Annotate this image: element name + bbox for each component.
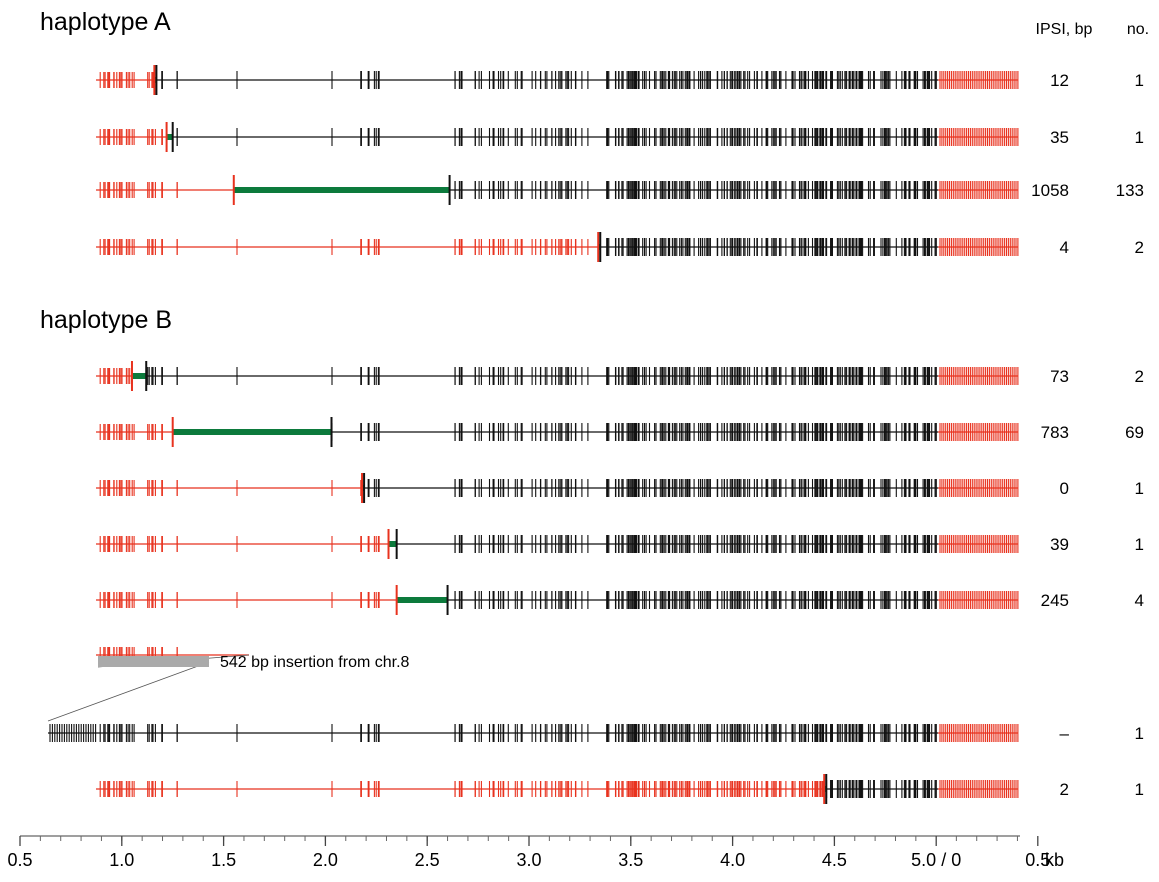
red-tail-ticks bbox=[939, 535, 1019, 553]
black-ticks bbox=[454, 591, 937, 609]
count-value: 4 bbox=[1135, 591, 1144, 610]
axis-tick-label: 3.5 bbox=[618, 850, 643, 870]
red-tail-ticks bbox=[939, 71, 1019, 89]
haplotype-row: 1058 133 bbox=[96, 175, 1144, 205]
count-value: 1 bbox=[1135, 479, 1144, 498]
count-value: 2 bbox=[1135, 238, 1144, 257]
black-ticks bbox=[147, 367, 937, 385]
red-ticks bbox=[99, 239, 589, 255]
red-ticks bbox=[99, 72, 154, 88]
insertion-label: 542 bp insertion from chr.8 bbox=[220, 654, 410, 671]
haplotype-row: 12 1 bbox=[96, 65, 1144, 95]
insertion-connector bbox=[47, 661, 210, 722]
count-column-header: no. bbox=[1127, 21, 1149, 38]
axis-tick-label: 5.0 / 0 bbox=[911, 850, 961, 870]
count-value: 1 bbox=[1135, 780, 1144, 799]
black-ticks bbox=[367, 479, 937, 497]
ipsi-value: 0 bbox=[1060, 479, 1069, 498]
red-ticks bbox=[99, 368, 131, 384]
red-tail-ticks bbox=[939, 479, 1019, 497]
black-ticks bbox=[161, 71, 937, 89]
axis-tick-label: 3.0 bbox=[516, 850, 541, 870]
count-value: 1 bbox=[1135, 128, 1144, 147]
red-tail-ticks bbox=[939, 128, 1019, 146]
red-ticks bbox=[99, 182, 178, 198]
ipsi-value: 73 bbox=[1050, 367, 1069, 386]
black-ticks bbox=[454, 535, 937, 553]
black-ticks bbox=[454, 181, 937, 199]
count-value: 69 bbox=[1125, 423, 1144, 442]
ipsi-value: 4 bbox=[1060, 238, 1069, 257]
red-ticks bbox=[99, 592, 380, 608]
count-value: 1 bbox=[1135, 724, 1144, 743]
axis-tick-label: 4.5 bbox=[822, 850, 847, 870]
red-ticks bbox=[99, 424, 163, 440]
count-value: 1 bbox=[1135, 71, 1144, 90]
haplotype-row: 39 1 bbox=[96, 529, 1144, 559]
haplotype-row: 783 69 bbox=[96, 417, 1144, 447]
ipsi-column-header: IPSI, bp bbox=[1036, 21, 1093, 38]
red-tail-ticks bbox=[939, 780, 1019, 798]
ipsi-value: 783 bbox=[1041, 423, 1069, 442]
haplotype-a-title: haplotype A bbox=[40, 8, 171, 36]
ipsi-value: – bbox=[1060, 724, 1070, 743]
red-tail-ticks bbox=[939, 591, 1019, 609]
black-ticks bbox=[331, 423, 937, 441]
red-tail-ticks bbox=[939, 181, 1019, 199]
haplotype-b-title: haplotype B bbox=[40, 306, 172, 334]
haplotype-row: 245 4 bbox=[96, 585, 1144, 615]
ipsi-value: 1058 bbox=[1031, 181, 1069, 200]
ipsi-value: 35 bbox=[1050, 128, 1069, 147]
axis-tick-label: 2.5 bbox=[415, 850, 440, 870]
haplotype-row: –1 bbox=[47, 647, 1144, 743]
red-tail-ticks bbox=[939, 724, 1019, 742]
insertion-bar bbox=[98, 656, 209, 667]
red-tail-ticks bbox=[939, 367, 1019, 385]
count-value: 1 bbox=[1135, 535, 1144, 554]
black-ticks bbox=[176, 128, 937, 146]
black-ticks bbox=[826, 780, 937, 798]
ipsi-value: 245 bbox=[1041, 591, 1069, 610]
axis-tick-label: 0.5 bbox=[1025, 850, 1050, 870]
scale-axis: kb 0.5 1.0 1.5 2.0 2.5 3.0 3.5 4.0 4.5 5.0 / 0 0.5 bbox=[7, 835, 1064, 870]
red-ticks bbox=[99, 129, 163, 145]
red-ticks bbox=[99, 480, 362, 496]
axis-unit-label: kb bbox=[1045, 850, 1064, 870]
axis-tick-label: 0.5 bbox=[7, 850, 32, 870]
black-ticks bbox=[49, 724, 937, 742]
insertion-annotation: 542 bp insertion from chr.8 bbox=[98, 654, 410, 671]
count-value: 2 bbox=[1135, 367, 1144, 386]
red-tail-ticks bbox=[939, 238, 1019, 256]
haplotype-row: 35 1 bbox=[96, 122, 1144, 152]
axis-tick-label: 1.5 bbox=[211, 850, 236, 870]
black-ticks bbox=[606, 238, 937, 256]
ipsi-value: 39 bbox=[1050, 535, 1069, 554]
axis-tick-label: 1.0 bbox=[109, 850, 134, 870]
ipsi-value: 12 bbox=[1050, 71, 1069, 90]
ipsi-value: 2 bbox=[1060, 780, 1069, 799]
red-tail-ticks bbox=[939, 423, 1019, 441]
count-value: 133 bbox=[1116, 181, 1144, 200]
red-ticks bbox=[99, 781, 825, 797]
red-ticks bbox=[99, 536, 380, 552]
axis-tick-label: 4.0 bbox=[720, 850, 745, 870]
haplotype-row: 73 2 bbox=[96, 361, 1144, 391]
axis-tick-label: 2.0 bbox=[313, 850, 338, 870]
